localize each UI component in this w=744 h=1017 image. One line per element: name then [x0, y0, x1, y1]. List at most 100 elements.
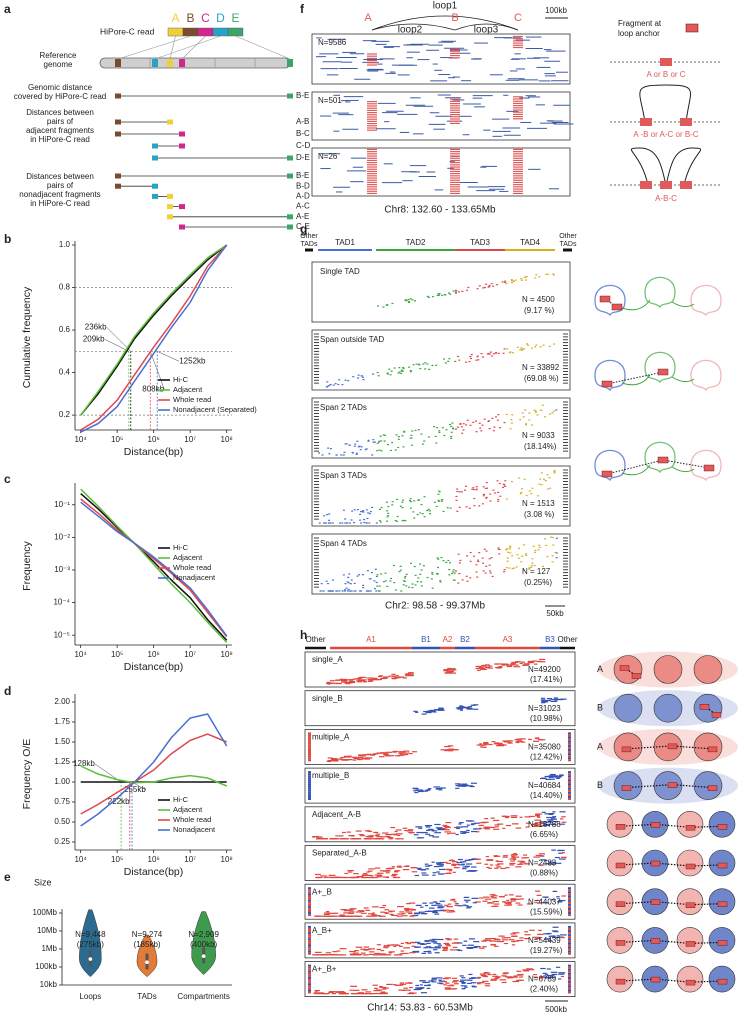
percent-label: (12.42%)	[530, 753, 563, 762]
edge-mark	[308, 912, 311, 915]
count-label: N = 33892	[522, 363, 560, 372]
section-label: adjacent fragments	[26, 126, 94, 135]
edge-mark	[568, 893, 571, 896]
track-box	[304, 729, 576, 765]
y-tick-label: 0.25	[54, 837, 70, 846]
percent-label: (17.41%)	[530, 675, 563, 684]
x-tick-label: 10⁸	[221, 435, 233, 444]
edge-mark	[308, 974, 311, 977]
panel-letter: b	[4, 232, 11, 246]
pair-label: A-E	[296, 212, 309, 221]
fragment	[621, 785, 632, 791]
edge-mark	[308, 775, 311, 778]
edge-mark	[308, 746, 311, 749]
edge-mark	[308, 785, 311, 788]
count-label: N=18788	[528, 820, 561, 829]
pair-label: B-E	[296, 171, 309, 180]
edge-mark	[568, 736, 571, 739]
chain	[621, 299, 695, 311]
domain-blob	[690, 284, 722, 317]
anchor-label: B	[451, 12, 458, 24]
edge-mark	[308, 909, 311, 912]
edge-mark	[568, 981, 571, 984]
edge-mark	[568, 944, 571, 947]
box-label: single_B	[312, 694, 343, 703]
median-dot	[145, 960, 149, 964]
fragment	[685, 979, 696, 986]
x-axis-label: Distance(bp)	[124, 661, 184, 673]
edge-mark	[568, 732, 571, 735]
read-fragment	[197, 27, 214, 37]
edge-mark	[308, 914, 311, 917]
fragment	[619, 665, 630, 671]
edge-mark	[308, 757, 311, 760]
y-tick-label: 1.75	[54, 717, 70, 726]
compartment-tag: A	[597, 741, 603, 751]
value-label: (185kb)	[133, 940, 160, 949]
edge-mark	[308, 773, 311, 776]
y-tick-label: 10kb	[40, 980, 58, 989]
edge-mark	[568, 757, 571, 760]
count-label: N=9586	[318, 38, 347, 47]
edge-mark	[308, 777, 311, 780]
percent-label: (3.08 %)	[524, 510, 555, 519]
edge-mark	[568, 889, 571, 892]
legend-label: Nonadjacent	[173, 573, 216, 582]
series-line	[80, 493, 228, 641]
panel-letter: e	[4, 870, 11, 884]
count-label: N=49200	[528, 665, 561, 674]
panel-letter: d	[4, 684, 11, 698]
domain-blob	[653, 655, 683, 684]
fragment	[717, 978, 728, 985]
edge-mark	[568, 934, 571, 937]
y-tick-label: 1.50	[54, 737, 70, 746]
domain-blob	[676, 810, 704, 838]
section-label: nonadjacent fragments	[19, 190, 100, 199]
edge-mark	[308, 940, 311, 943]
x-tick-label: Compartments	[177, 992, 229, 1001]
pair-label: D-E	[296, 153, 310, 162]
count-label: N = 9033	[522, 431, 555, 440]
x-tick-label: 10⁶	[148, 650, 160, 659]
read-label: HiPore-C read	[100, 26, 155, 36]
edge-mark	[308, 751, 311, 754]
edge-mark	[308, 759, 311, 762]
pair-end	[179, 143, 185, 149]
box-label: A+_B	[312, 887, 332, 896]
other-label: TADs	[301, 241, 318, 248]
x-tick-label: 10⁶	[148, 435, 160, 444]
y-tick-label: 10⁻²	[54, 532, 70, 541]
scale-label: 500kb	[545, 1005, 567, 1014]
series-line	[80, 244, 228, 416]
pair-end	[115, 93, 121, 99]
panel-letter: a	[4, 2, 11, 16]
y-tick-label: 10⁻⁵	[54, 630, 70, 639]
legend-item: A-B-C	[655, 194, 677, 203]
x-axis-label: Distance(bp)	[124, 446, 184, 458]
series-line	[80, 244, 228, 416]
edge-mark	[308, 753, 311, 756]
edge-mark	[568, 942, 571, 945]
panel-letter: c	[4, 472, 11, 486]
edge-mark	[308, 925, 311, 928]
y-tick-label: 100kb	[35, 962, 57, 971]
genome-fragment	[287, 59, 293, 67]
series-line	[80, 498, 228, 638]
fragment	[601, 470, 613, 478]
section-label: pairs of	[47, 181, 74, 190]
y-tick-label: 0.6	[59, 325, 71, 334]
y-tick-label: 0.8	[59, 283, 71, 292]
edge-mark	[568, 964, 571, 967]
edge-mark	[568, 968, 571, 971]
legend-label: Hi-C	[173, 795, 189, 804]
region-label: Chr8: 132.60 - 133.65Mb	[384, 205, 496, 216]
edge-mark	[308, 789, 311, 792]
domain-blob	[676, 888, 704, 916]
box-label: Adjacent_A-B	[312, 810, 361, 819]
annotation-label: 209kb	[83, 334, 105, 343]
link	[619, 901, 723, 906]
x-tick-label: 10⁵	[111, 435, 123, 444]
link	[619, 823, 723, 828]
edge-mark	[308, 903, 311, 906]
edge-mark	[568, 932, 571, 935]
